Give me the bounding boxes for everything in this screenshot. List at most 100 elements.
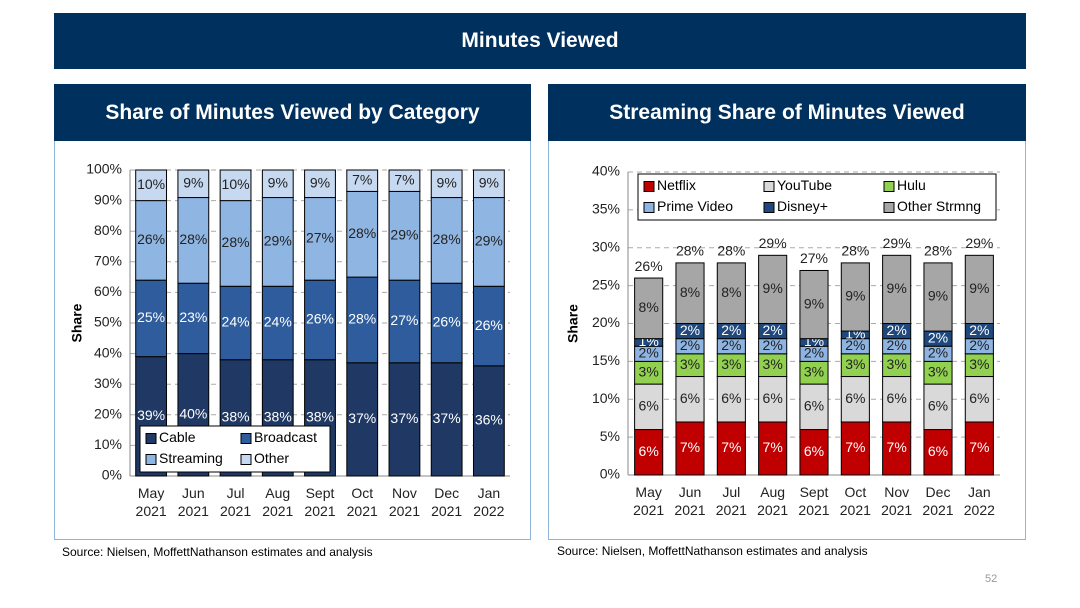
data-label: 2%: [763, 322, 783, 338]
legend-swatch: [643, 202, 655, 213]
legend-label: Other Strmng: [897, 198, 981, 214]
data-label: 3%: [969, 356, 989, 372]
data-label: 27%: [390, 312, 418, 328]
total-label: 29%: [759, 235, 787, 251]
data-label: 6%: [639, 443, 659, 459]
legend-label: Streaming: [159, 450, 223, 466]
bar-segment: [135, 200, 168, 281]
data-label: 9%: [845, 288, 865, 304]
bar-segment: [675, 421, 705, 476]
data-label: 3%: [721, 356, 741, 372]
data-label: 9%: [310, 174, 330, 190]
bar-segment: [923, 262, 953, 332]
data-label: 39%: [137, 407, 165, 423]
data-label: 2%: [680, 322, 700, 338]
data-label: 2%: [680, 337, 700, 353]
data-label: 6%: [763, 390, 783, 406]
data-label: 9%: [437, 174, 457, 190]
data-label: 7%: [352, 171, 372, 187]
y-tick-label: 90%: [94, 191, 122, 207]
x-tick-label: Nov 2021: [881, 484, 913, 518]
legend-swatch: [145, 454, 157, 465]
x-tick-label: Sept 2021: [304, 485, 336, 519]
data-label: 6%: [928, 398, 948, 414]
legend-label: YouTube: [777, 177, 832, 193]
x-tick-label: May 2021: [633, 484, 665, 518]
bar-segment: [923, 383, 953, 431]
data-label: 28%: [348, 311, 376, 327]
x-tick-label: Jun 2021: [177, 485, 209, 519]
data-label: 37%: [390, 410, 418, 426]
y-axis-label: Share: [69, 303, 85, 342]
data-label: 29%: [264, 233, 292, 249]
bar-segment: [430, 282, 463, 364]
source-note: Source: Nielsen, MoffettNathanson estima…: [557, 544, 868, 558]
y-tick-label: 35%: [592, 201, 620, 217]
bar-segment: [716, 376, 746, 423]
data-label: 3%: [763, 356, 783, 372]
y-tick-label: 0%: [102, 467, 122, 483]
y-tick-label: 20%: [592, 314, 620, 330]
y-tick-label: 10%: [592, 390, 620, 406]
data-label: 2%: [928, 329, 948, 345]
chart-title: Share of Minutes Viewed by Category: [54, 84, 531, 141]
data-label: 2%: [721, 337, 741, 353]
data-label: 10%: [137, 176, 165, 192]
bar-segment: [346, 362, 379, 477]
bar-segment: [716, 262, 746, 324]
legend-swatch: [145, 433, 157, 444]
data-label: 8%: [639, 299, 659, 315]
data-label: 37%: [348, 410, 376, 426]
data-label: 8%: [680, 284, 700, 300]
bar-segment: [135, 169, 168, 202]
bar-segment: [135, 279, 168, 358]
bar-segment: [219, 169, 252, 202]
bar-segment: [346, 169, 379, 192]
x-tick-label: Nov 2021: [388, 485, 421, 519]
bar-segment: [388, 279, 421, 364]
y-tick-label: 5%: [600, 428, 620, 444]
x-tick-label: Oct 2021: [346, 485, 378, 519]
bar-segment: [799, 383, 829, 431]
legend-box: [139, 425, 331, 473]
data-label: 10%: [222, 176, 250, 192]
bar-segment: [758, 421, 788, 476]
data-label: 2%: [969, 337, 989, 353]
legend-swatch: [883, 202, 895, 213]
data-label: 28%: [433, 231, 461, 247]
total-label: 29%: [883, 235, 911, 251]
data-label: 3%: [680, 356, 700, 372]
bar-segment: [472, 197, 505, 287]
x-tick-label: Aug 2021: [757, 484, 789, 518]
data-label: 7%: [845, 439, 865, 455]
bar-segment: [430, 362, 463, 477]
data-label: 3%: [845, 356, 865, 372]
y-tick-label: 70%: [94, 253, 122, 269]
total-label: 29%: [965, 235, 993, 251]
y-tick-label: 40%: [94, 344, 122, 360]
data-label: 24%: [222, 314, 250, 330]
bar-segment: [964, 376, 994, 423]
data-label: 9%: [887, 280, 907, 296]
data-label: 7%: [721, 439, 741, 455]
bar-segment: [388, 169, 421, 192]
bar-segment: [882, 376, 912, 423]
bar-segment: [634, 429, 664, 476]
data-label: 25%: [137, 309, 165, 325]
data-label: 6%: [721, 390, 741, 406]
y-tick-label: 50%: [94, 314, 122, 330]
y-tick-label: 60%: [94, 283, 122, 299]
data-label: 37%: [433, 410, 461, 426]
legend-label: Other: [254, 450, 289, 466]
total-label: 26%: [635, 258, 663, 274]
bar-segment: [964, 254, 994, 324]
bar-segment: [923, 429, 953, 476]
bar-segment: [675, 376, 705, 423]
bar-segment: [964, 421, 994, 476]
chart-title: Streaming Share of Minutes Viewed: [548, 84, 1026, 141]
data-label: 24%: [264, 314, 292, 330]
data-label: 6%: [804, 443, 824, 459]
data-label: 38%: [306, 409, 334, 425]
bar-segment: [758, 254, 788, 324]
x-tick-label: May 2021: [135, 485, 167, 519]
